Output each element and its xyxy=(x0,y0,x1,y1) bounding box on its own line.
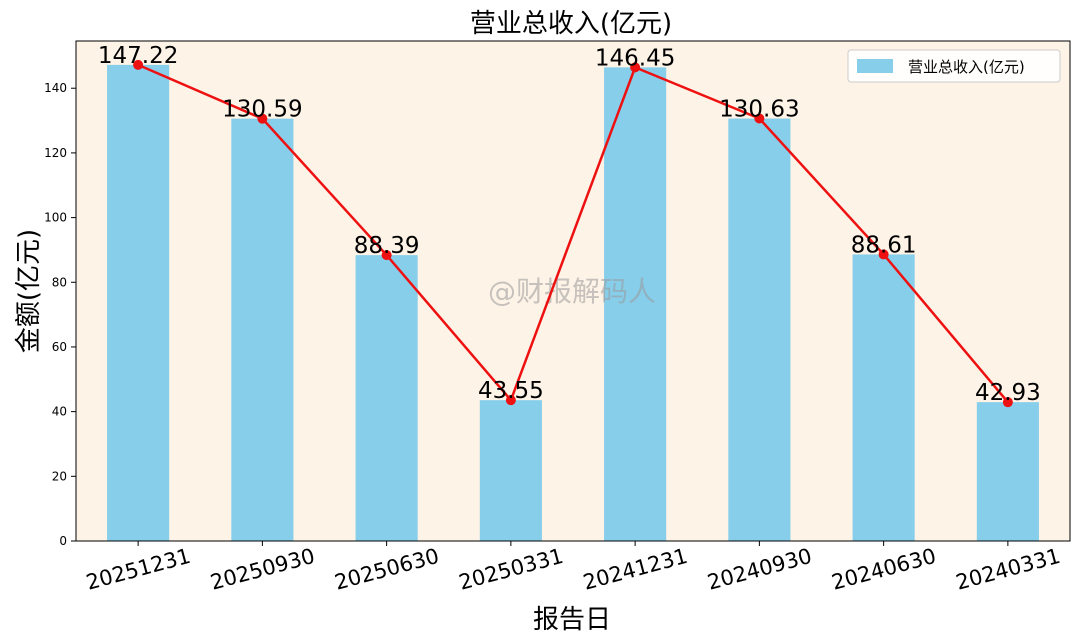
line-point-20240331 xyxy=(1002,397,1013,408)
y-tick-label: 40 xyxy=(52,405,67,419)
line-point-20250331 xyxy=(505,395,516,406)
trend-line xyxy=(137,63,1009,403)
data-label-20240930: 130.63 xyxy=(719,97,799,123)
data-label-20240331: 42.93 xyxy=(975,380,1041,406)
line-point-20250630 xyxy=(381,250,392,261)
plot-frame xyxy=(75,40,1071,542)
y-tick-label: 60 xyxy=(52,340,67,354)
legend: 营业总收入(亿元) xyxy=(847,49,1061,83)
y-tick-label: 20 xyxy=(52,469,67,483)
y-tick-label: 120 xyxy=(44,146,67,160)
bars-layer xyxy=(107,64,1039,542)
x-axis-title: 报告日 xyxy=(533,605,611,635)
data-label-20251231: 147.22 xyxy=(98,43,178,69)
data-label-20240630: 88.61 xyxy=(851,232,917,258)
data-labels-layer: 147.22 130.59 88.39 43.55 146.45 130.63 88.61 4… xyxy=(98,43,1041,406)
y-tick-label: 100 xyxy=(44,211,67,225)
bar-20250930 xyxy=(231,118,294,541)
legend-label: 营业总收入(亿元) xyxy=(908,58,1025,76)
bar-20240630 xyxy=(852,254,915,541)
line-layer xyxy=(133,59,1013,408)
data-label-20250331: 43.55 xyxy=(478,378,544,404)
line-point-20241231 xyxy=(630,62,641,73)
bar-20240930 xyxy=(728,118,791,541)
y-tick-label: 0 xyxy=(59,534,67,548)
data-label-20241231: 146.45 xyxy=(595,45,675,71)
data-label-20250930: 130.59 xyxy=(222,97,302,123)
line-point-20240930 xyxy=(754,113,765,124)
y-tick-label: 80 xyxy=(52,275,67,289)
bar-20250630 xyxy=(355,255,418,541)
legend-swatch xyxy=(857,59,893,73)
bar-20240331 xyxy=(976,402,1039,541)
y-tick-label: 140 xyxy=(44,81,67,95)
watermark: @财报解码人 xyxy=(488,275,656,308)
legend-box xyxy=(847,49,1061,83)
chart-title: 营业总收入(亿元) xyxy=(470,9,672,39)
data-label-20250630: 88.39 xyxy=(354,233,420,259)
line-point-20240630 xyxy=(878,249,889,260)
y-axis-title: 金额(亿元) xyxy=(14,229,44,353)
line-point-20251231 xyxy=(133,59,144,70)
bar-20241231 xyxy=(604,67,667,542)
y-axis: 0 20 40 60 80 100 120 140 xyxy=(44,81,76,548)
bar-20251231 xyxy=(107,64,170,542)
line-point-20250930 xyxy=(257,113,268,124)
bar-20250331 xyxy=(479,400,542,541)
